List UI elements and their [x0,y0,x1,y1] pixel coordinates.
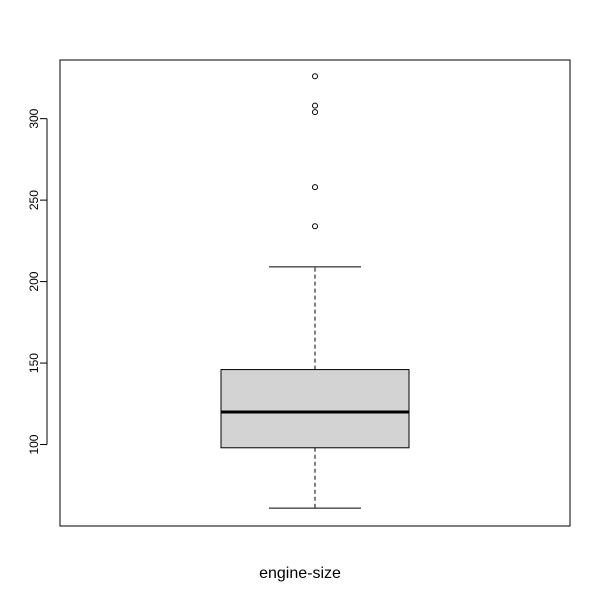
outlier-point-0 [312,223,318,230]
y-tick-label-300: 300 [27,108,41,128]
y-tick-label-250: 250 [27,190,41,210]
outliers-group [312,73,318,230]
y-axis: 100 150 200 250 300 [27,108,48,455]
outlier-point-2 [312,109,318,116]
outlier-point-1 [312,184,318,191]
plot-frame [59,59,571,527]
outlier-point-4 [312,73,318,80]
outlier-point-3 [312,102,318,109]
x-axis-label: engine-size [259,565,341,582]
y-tick-label-200: 200 [27,271,41,291]
y-tick-label-150: 150 [27,353,41,373]
box-group [220,266,410,509]
y-tick-label-100: 100 [27,434,41,454]
iqr-box [220,369,410,449]
